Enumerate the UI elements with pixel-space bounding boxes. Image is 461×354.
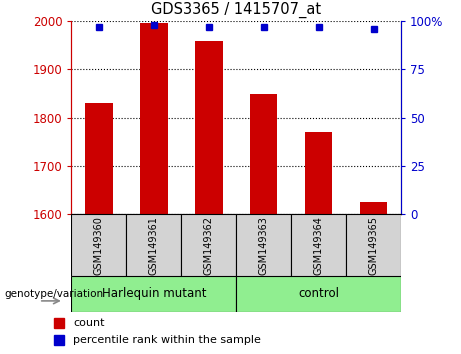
Bar (126, 214, 181, 276)
Text: GSM149364: GSM149364 (313, 216, 324, 275)
Text: count: count (73, 319, 105, 329)
Text: GSM149363: GSM149363 (259, 216, 269, 275)
Bar (236, 214, 291, 276)
Bar (305, 132, 332, 214)
Text: genotype/variation: genotype/variation (5, 289, 104, 299)
Bar (71, 276, 236, 312)
Bar (250, 93, 278, 214)
Bar (236, 276, 401, 312)
Text: GSM149365: GSM149365 (369, 216, 378, 275)
Title: GDS3365 / 1415707_at: GDS3365 / 1415707_at (151, 2, 321, 18)
Bar (85, 103, 112, 214)
Bar (346, 214, 401, 276)
Bar (181, 214, 236, 276)
Bar (291, 214, 346, 276)
Bar (195, 40, 223, 214)
Bar (140, 23, 168, 214)
Bar (360, 202, 387, 214)
Text: GSM149361: GSM149361 (149, 216, 159, 275)
Text: GSM149360: GSM149360 (94, 216, 104, 275)
Text: percentile rank within the sample: percentile rank within the sample (73, 335, 261, 345)
Bar (71, 214, 126, 276)
Text: Harlequin mutant: Harlequin mutant (101, 287, 206, 300)
Text: control: control (298, 287, 339, 300)
Text: GSM149362: GSM149362 (204, 216, 214, 275)
